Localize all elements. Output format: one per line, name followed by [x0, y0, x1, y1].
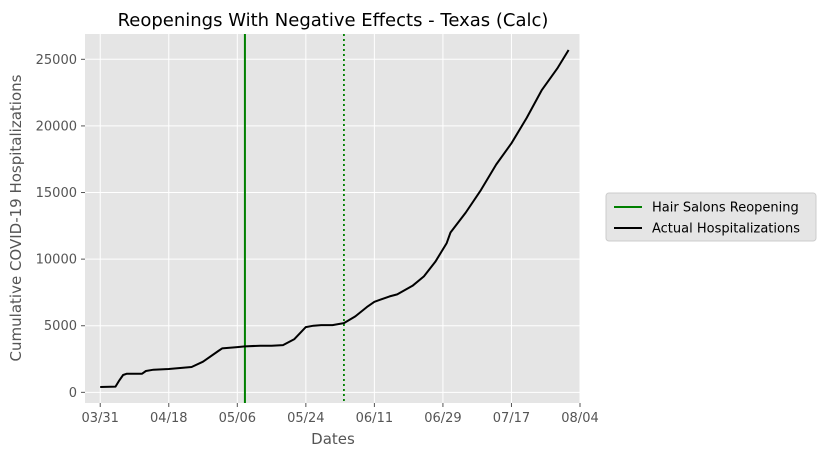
legend-box: [605, 192, 817, 242]
chart-title: Reopenings With Negative Effects - Texas…: [118, 10, 549, 31]
y-tick-label: 25000: [36, 53, 77, 68]
series-layer: [100, 49, 570, 388]
x-tick-label: 03/31: [81, 411, 118, 426]
y-tick-label: 0: [69, 386, 77, 401]
y-tick-label: 20000: [36, 119, 77, 134]
legend: Hair Salons Reopening Actual Hospitalizat…: [605, 192, 817, 242]
legend-label: Hair Salons Reopening: [652, 201, 799, 216]
x-tick-label: 08/04: [561, 411, 598, 426]
x-axis-label: Dates: [311, 430, 355, 448]
tick-labels: 03/31 04/18 05/06 05/24 06/11 06/29 07/17 08/04…: [36, 53, 599, 426]
grid-lines: [85, 34, 581, 403]
x-tick-label: 04/18: [150, 411, 187, 426]
reopening-markers: [243, 34, 345, 403]
y-tick-label: 10000: [36, 253, 77, 268]
series-line-actual-hospitalizations: [100, 49, 570, 388]
x-tick-label: 05/24: [287, 411, 324, 426]
y-axis-label: Cumulative COVID-19 Hospitalizations: [7, 74, 25, 361]
legend-label: Actual Hospitalizations: [652, 222, 800, 237]
x-tick-label: 06/11: [356, 411, 393, 426]
x-tick-label: 07/17: [493, 411, 530, 426]
x-tick-label: 05/06: [219, 411, 256, 426]
y-tick-label: 15000: [36, 186, 77, 201]
plot-area: [85, 34, 580, 403]
x-tick-label: 06/29: [424, 411, 461, 426]
y-tick-label: 5000: [44, 319, 77, 334]
